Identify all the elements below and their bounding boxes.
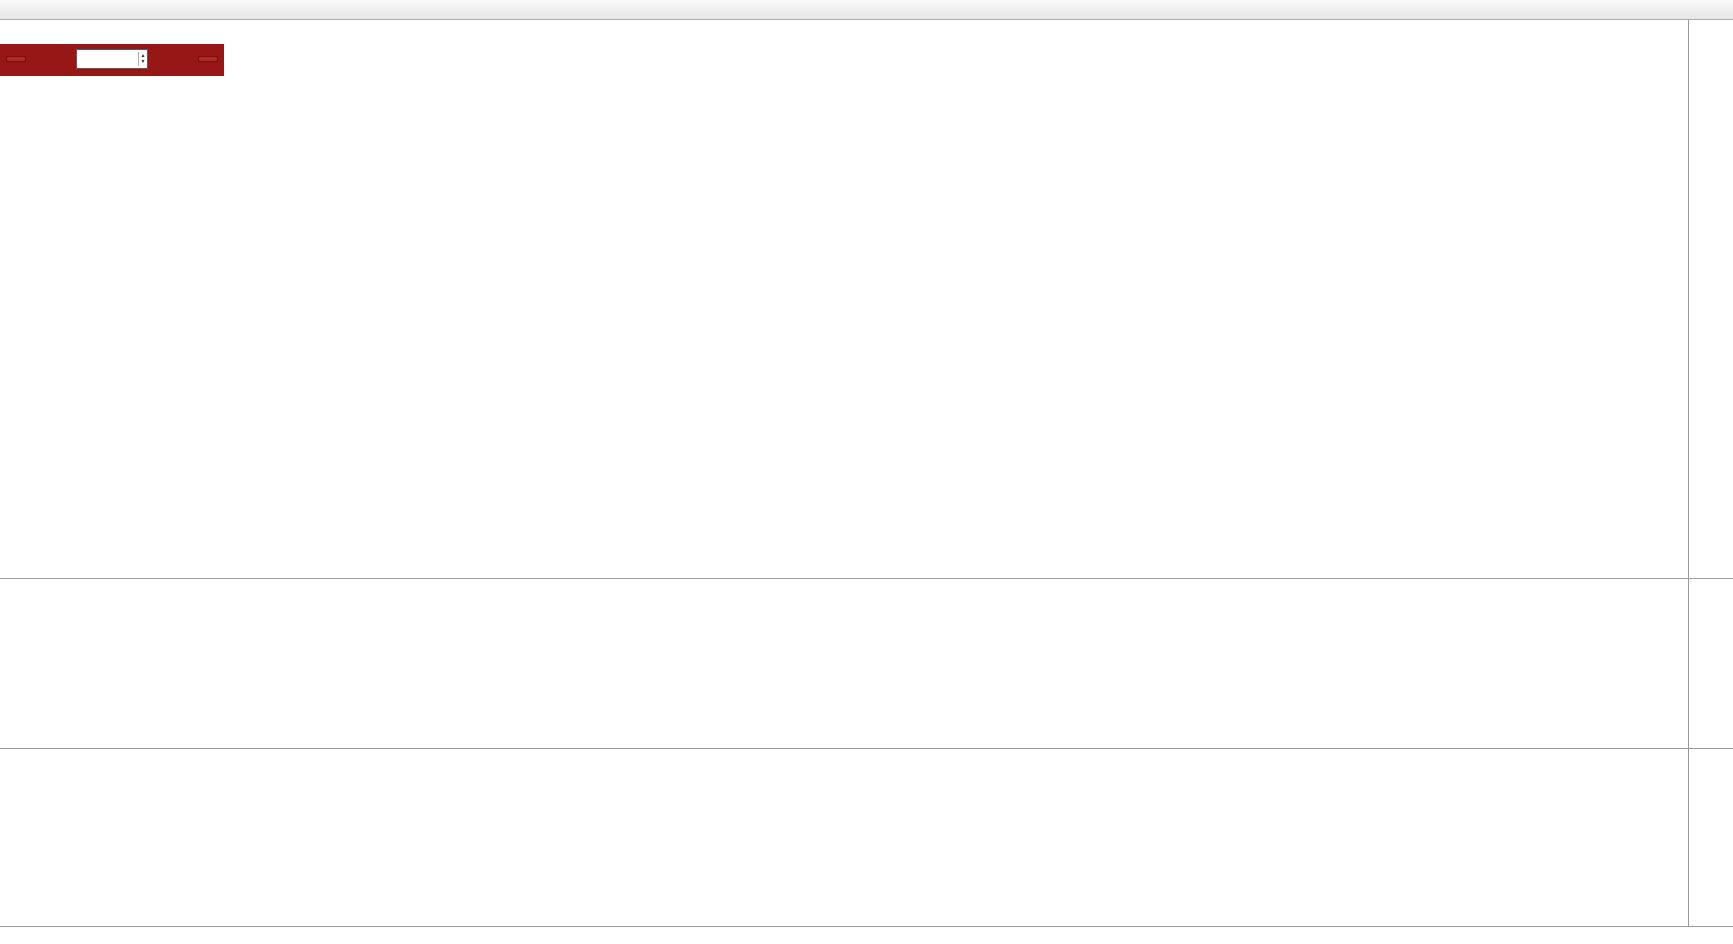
volume-input[interactable]: ▴ ▾ [76, 49, 148, 69]
price-axis-border [1688, 20, 1689, 926]
sell-button[interactable] [6, 56, 26, 62]
toolbar [0, 0, 1733, 20]
stepper-up-icon[interactable]: ▴ [141, 53, 145, 59]
one-click-trading-panel: ▴ ▾ [0, 44, 224, 76]
volume-stepper[interactable]: ▴ ▾ [138, 52, 146, 66]
buy-button[interactable] [197, 56, 218, 62]
panel-separator[interactable] [0, 748, 1733, 749]
stepper-down-icon[interactable]: ▾ [141, 59, 145, 65]
panel-separator [0, 926, 1733, 927]
panel-separator[interactable] [0, 578, 1733, 579]
